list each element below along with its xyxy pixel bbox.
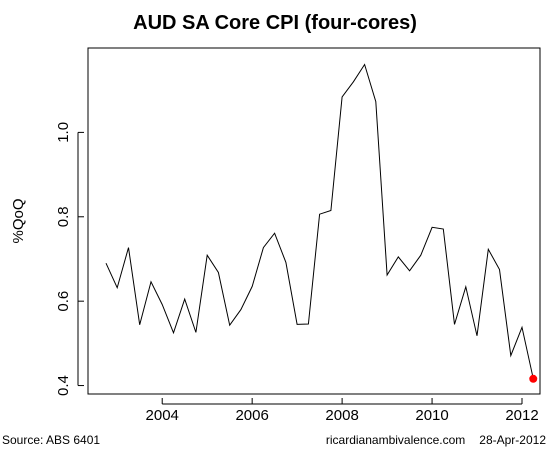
y-axis: 0.4 0.6 0.8 1.0	[55, 122, 84, 396]
x-tick-label: 2006	[235, 407, 268, 424]
data-points	[105, 64, 533, 380]
footer-credits: ricardianambivalence.com 28-Apr-2012	[326, 433, 546, 447]
x-axis: 2004 2006 2008 2010 2012	[146, 398, 539, 424]
x-tick-label: 2010	[415, 407, 448, 424]
plot-frame	[87, 47, 541, 395]
footer-date: 28-Apr-2012	[479, 433, 546, 447]
y-tick-label: 1.0	[55, 122, 72, 143]
y-tick-label: 0.6	[55, 291, 72, 312]
footer-site: ricardianambivalence.com	[325, 433, 466, 447]
y-tick-label: 0.8	[55, 206, 72, 227]
x-tick-label: 2008	[325, 407, 358, 424]
y-axis-label: %QoQ	[10, 198, 27, 243]
chart-title: AUD SA Core CPI (four-cores)	[133, 12, 417, 34]
footer-source: Source: ABS 6401	[2, 433, 101, 447]
x-tick-label: 2004	[146, 407, 179, 424]
x-tick-label: 2012	[505, 407, 538, 424]
y-tick-label: 0.4	[55, 375, 72, 396]
latest-value-marker	[529, 374, 538, 383]
series-line	[105, 63, 534, 379]
